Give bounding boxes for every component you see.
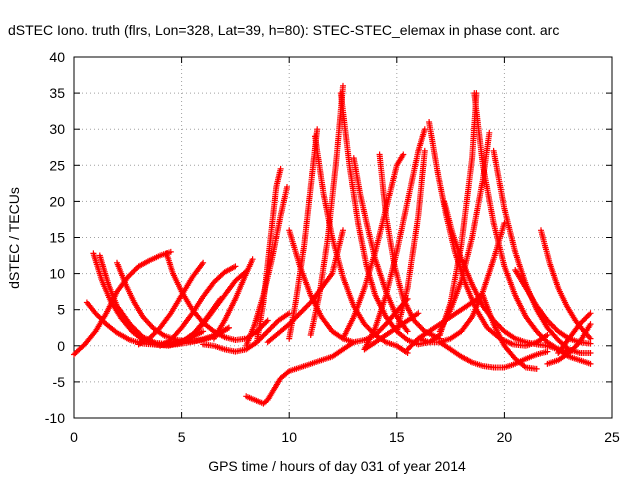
y-tick-label: 30: [49, 121, 65, 137]
y-tick-label: 15: [49, 230, 65, 246]
chart-title: dSTEC Iono. truth (flrs, Lon=328, Lat=39…: [8, 22, 559, 38]
y-tick-label: 10: [49, 266, 65, 282]
series-10: [210, 256, 256, 342]
series-23: [350, 155, 411, 335]
x-tick-label: 0: [70, 429, 78, 445]
series-33-markers: [544, 321, 594, 367]
series-21: [312, 133, 411, 356]
series-11-markers: [243, 339, 357, 407]
series-6: [135, 259, 207, 348]
series-9-markers: [200, 310, 293, 355]
series-6-markers: [135, 259, 207, 348]
series-10-markers: [210, 256, 256, 342]
series-9: [200, 310, 293, 355]
series-32: [538, 227, 594, 342]
series-37-markers: [479, 292, 540, 372]
series-7: [157, 263, 239, 349]
series-5-markers: [163, 250, 271, 343]
series-37: [479, 292, 540, 372]
y-tick-label: 5: [57, 302, 65, 318]
ticks: 0 5 10 15 20 25 -10 -5 0 5 10 15 20 25 30 35 40: [45, 49, 620, 445]
y-tick-label: 40: [49, 49, 65, 65]
x-tick-label: 25: [604, 429, 620, 445]
x-axis-label: GPS time / hours of day 031 of year 2014: [208, 458, 466, 474]
series-34-markers: [555, 310, 594, 356]
x-tick-label: 20: [497, 429, 513, 445]
series-7-markers: [157, 263, 239, 349]
series-38-markers: [361, 310, 422, 353]
series-35-markers: [436, 339, 551, 371]
series-8: [178, 268, 250, 346]
series-24-markers: [376, 151, 443, 342]
series-32-markers: [538, 227, 594, 342]
y-tick-label: -10: [45, 410, 65, 426]
series-8-markers: [178, 268, 250, 346]
series-35: [436, 339, 551, 371]
data-marks: [71, 82, 594, 407]
series-38: [361, 310, 422, 353]
series-22-markers: [337, 90, 443, 348]
series-34: [555, 310, 594, 356]
series-24: [376, 151, 443, 342]
series-13: [243, 184, 290, 349]
y-tick-label: 20: [49, 193, 65, 209]
y-axis-label: dSTEC / TECUs: [6, 187, 22, 289]
series-11: [243, 339, 357, 407]
series-23-markers: [350, 155, 411, 335]
y-tick-label: 0: [57, 338, 65, 354]
x-tick-label: 5: [178, 429, 186, 445]
y-tick-label: 35: [49, 85, 65, 101]
series-39: [436, 129, 493, 335]
x-tick-label: 15: [389, 429, 405, 445]
series-21-markers: [312, 133, 411, 356]
y-tick-label: -5: [53, 374, 66, 390]
series-5: [163, 250, 271, 343]
series-13-markers: [243, 184, 290, 349]
y-tick-label: 25: [49, 157, 65, 173]
series-22: [337, 90, 443, 348]
series-39-markers: [436, 129, 493, 335]
x-tick-label: 10: [281, 429, 297, 445]
series-33: [544, 321, 594, 367]
